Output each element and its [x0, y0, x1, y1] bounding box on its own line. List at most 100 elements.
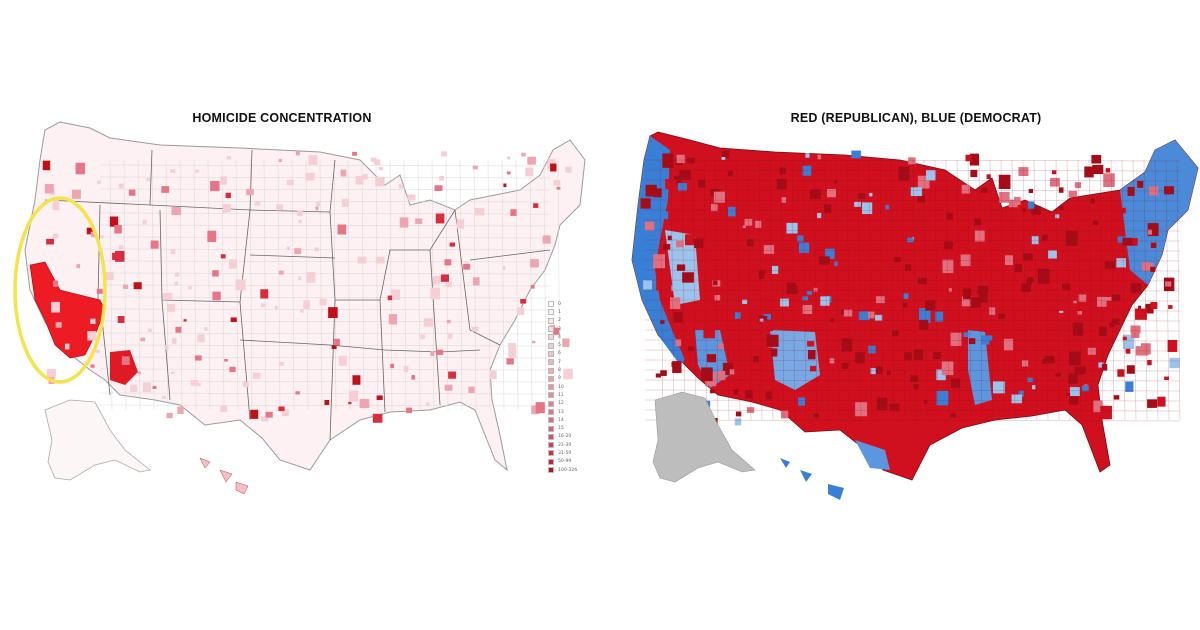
legend-swatch [548, 392, 554, 399]
county-marker [530, 259, 539, 268]
county-marker [1011, 394, 1022, 404]
legend-label: 8 [558, 368, 561, 374]
county-marker [104, 272, 114, 281]
county-marker [133, 282, 142, 290]
county-grid-line [846, 159, 851, 421]
county-marker [1048, 250, 1057, 259]
county-marker [210, 180, 220, 192]
county-marker [334, 338, 340, 346]
county-marker [170, 249, 176, 255]
county-marker [1069, 256, 1077, 264]
county-grid-line [780, 159, 785, 421]
county-marker [766, 334, 779, 347]
county-marker [718, 343, 724, 349]
county-marker [874, 354, 879, 359]
hawaii-islands [199, 457, 249, 495]
county-marker [917, 277, 927, 285]
legend-swatch [548, 326, 554, 333]
legend-row: 5 [548, 341, 588, 349]
county-marker [235, 279, 246, 291]
county-marker [265, 411, 273, 418]
county-marker [965, 154, 972, 162]
county-marker [46, 368, 56, 379]
county-marker [1078, 294, 1087, 302]
county-marker [764, 273, 771, 279]
county-marker [44, 184, 54, 194]
county-marker [170, 371, 175, 375]
county-marker [230, 317, 237, 323]
county-marker [802, 304, 813, 314]
county-marker [130, 384, 138, 393]
legend-swatch [548, 384, 554, 391]
legend-swatch [548, 400, 554, 407]
county-marker [411, 375, 416, 380]
county-grid-line [644, 319, 1181, 322]
county-grid-line [99, 296, 551, 299]
county-marker [340, 169, 347, 177]
rio-grande-blue [855, 440, 890, 470]
county-marker [328, 307, 338, 319]
county-marker [357, 256, 367, 264]
county-marker [436, 349, 444, 355]
county-marker [150, 240, 159, 249]
legend-label: 5 [558, 343, 561, 349]
county-marker [720, 298, 726, 304]
county-marker [829, 358, 835, 364]
county-marker [220, 405, 228, 413]
county-marker [521, 152, 526, 157]
county-marker [533, 203, 539, 208]
county-marker [118, 183, 124, 189]
county-marker [445, 281, 452, 287]
county-marker [1059, 205, 1064, 211]
county-marker [42, 160, 51, 171]
county-marker [963, 288, 972, 300]
county-marker [1127, 186, 1135, 196]
county-grid-line [758, 159, 763, 421]
us-contiguous-outline [24, 121, 586, 472]
county-marker [1122, 336, 1127, 341]
county-marker [809, 189, 821, 200]
county-marker [441, 151, 448, 157]
county-marker [992, 381, 1005, 394]
legend-row: 9 [548, 375, 588, 383]
legend-row: 15 [548, 424, 588, 432]
county-marker [1055, 372, 1062, 377]
county-marker [553, 180, 561, 186]
county-marker [175, 326, 182, 333]
county-marker [535, 402, 545, 414]
county-marker [1068, 373, 1078, 384]
county-grid-line [221, 159, 225, 411]
county-marker [855, 352, 865, 364]
county-marker [711, 204, 718, 212]
county-marker [660, 320, 665, 324]
county-marker [1072, 322, 1084, 336]
county-marker [688, 346, 695, 352]
county-marker [1101, 364, 1108, 371]
county-marker [1127, 238, 1138, 246]
legend-row: 1 [548, 308, 588, 316]
county-marker [948, 288, 952, 292]
county-marker [161, 186, 170, 193]
county-marker [1087, 272, 1097, 282]
county-marker [998, 174, 1011, 189]
county-marker [1165, 281, 1172, 287]
county-marker [426, 402, 430, 406]
county-grid-line [978, 159, 983, 421]
county-marker [1055, 214, 1060, 219]
county-marker [305, 172, 315, 181]
election-map [631, 131, 1199, 500]
county-marker [1075, 366, 1087, 374]
county-marker [1168, 305, 1173, 309]
county-marker [673, 311, 683, 323]
county-marker [807, 341, 815, 347]
county-marker [653, 188, 662, 198]
county-marker [109, 216, 119, 227]
county-marker [166, 412, 173, 419]
county-marker [665, 179, 677, 189]
legend-label: 1 [558, 309, 561, 315]
county-marker [660, 370, 667, 376]
county-marker [468, 386, 475, 394]
county-marker [950, 332, 962, 346]
county-marker [818, 256, 830, 265]
county-marker [1003, 338, 1014, 351]
